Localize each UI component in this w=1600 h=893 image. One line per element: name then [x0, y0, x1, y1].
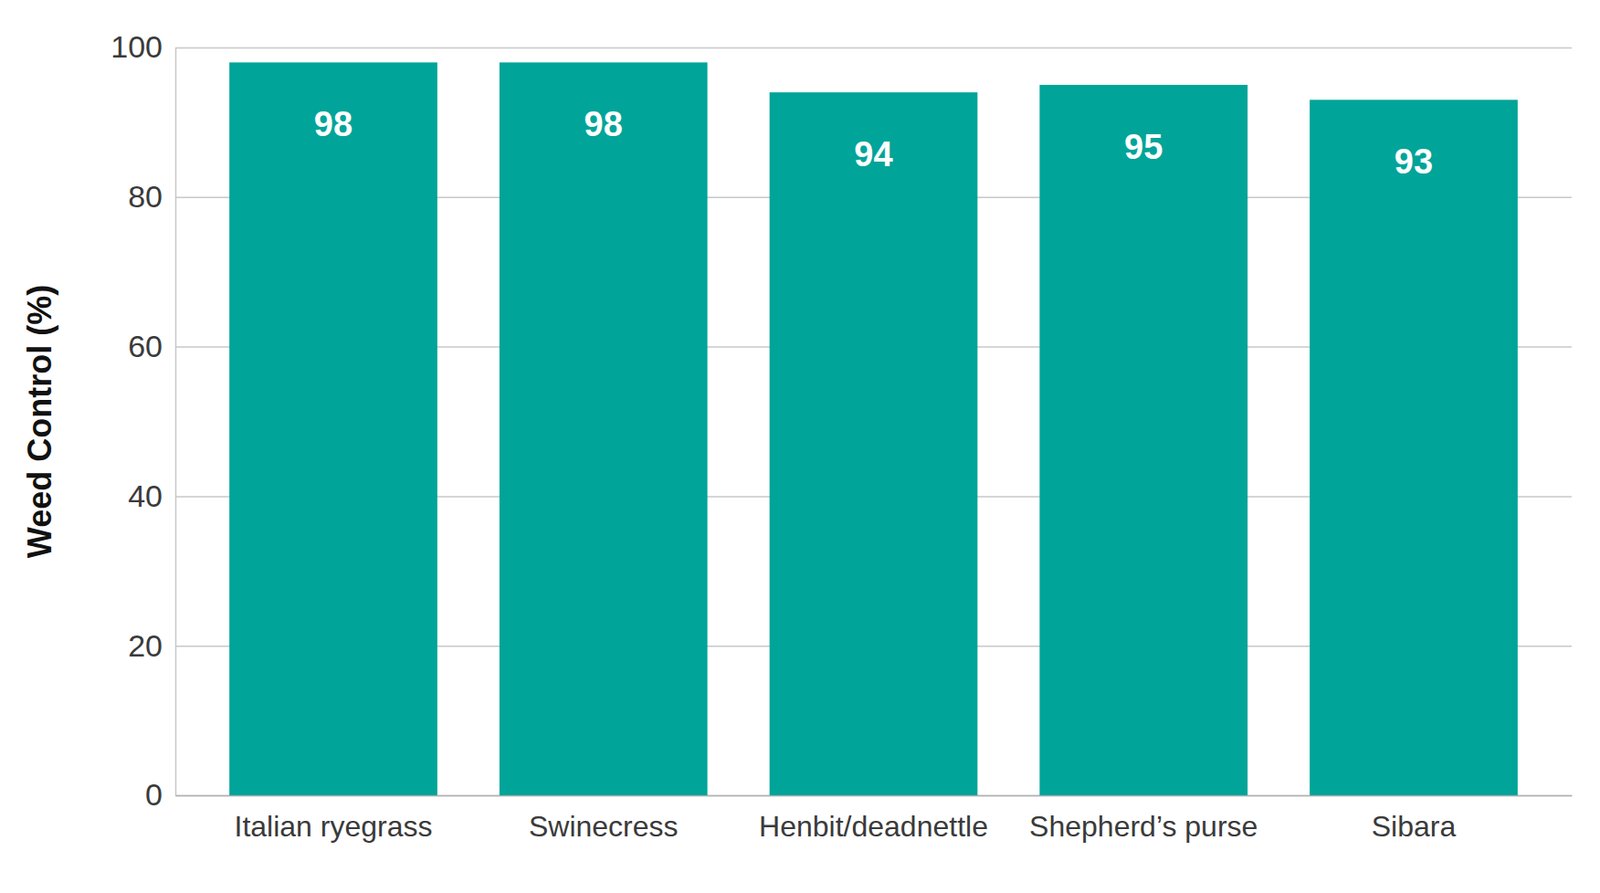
y-tick-label: 100	[110, 29, 163, 64]
data-label: 93	[1394, 142, 1433, 181]
bar	[769, 92, 979, 796]
bar	[499, 62, 708, 796]
x-tick-label: Italian ryegrass	[234, 810, 433, 843]
chart-svg: 0 20 40 60 80 100 Italian ryegrass Swinecress He…	[0, 0, 1600, 893]
y-tick-label: 0	[145, 777, 163, 812]
data-label: 98	[314, 105, 353, 144]
y-tick: 100	[110, 29, 1572, 64]
x-tick: Sibara	[1371, 810, 1457, 843]
y-tick-label: 20	[127, 628, 163, 664]
bar	[229, 62, 438, 796]
data-label: 98	[584, 105, 623, 144]
y-axis-line	[175, 48, 178, 797]
y-tick-label: 40	[127, 478, 163, 514]
grid-line	[175, 47, 1572, 50]
y-axis-title: Weed Control (%)	[21, 284, 59, 558]
data-labels: 98 98 94 95 93	[314, 105, 1433, 181]
plot: 0 20 40 60 80 100 Italian ryegrass Swinecress He…	[110, 29, 1572, 843]
bars	[229, 62, 1518, 796]
x-tick-label: Shepherd’s purse	[1029, 810, 1258, 843]
x-tick-label: Swinecress	[528, 810, 679, 843]
x-tick-label: Henbit/deadnettle	[758, 810, 989, 843]
bar	[1309, 99, 1518, 796]
data-label: 95	[1124, 127, 1163, 167]
x-tick: Italian ryegrass	[234, 810, 433, 843]
x-axis: Italian ryegrass Swinecress Henbit/deadnet…	[176, 796, 1573, 843]
x-tick: Henbit/deadnettle	[758, 810, 989, 843]
y-tick-label: 60	[127, 328, 163, 364]
x-tick-label: Sibara	[1371, 810, 1457, 843]
data-label: 94	[853, 135, 893, 174]
y-tick-label: 80	[127, 178, 163, 214]
x-tick: Shepherd’s purse	[1029, 810, 1258, 843]
y-axis: 0 20 40 60 80 100	[110, 29, 1572, 812]
x-tick: Swinecress	[528, 810, 679, 843]
bar	[1039, 84, 1248, 796]
chart-container: 0 20 40 60 80 100 Italian ryegrass Swinecress He…	[0, 0, 1600, 893]
